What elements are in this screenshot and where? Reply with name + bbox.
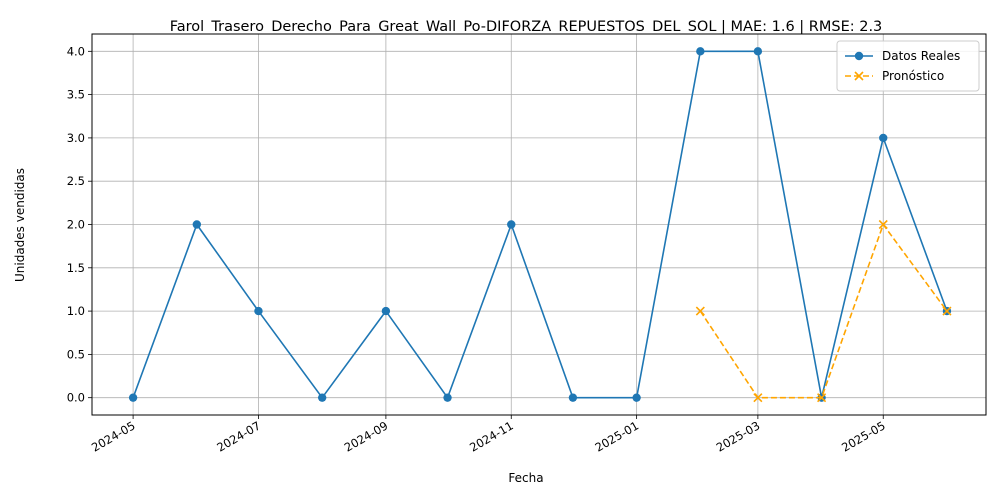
grid: [92, 34, 986, 415]
series-line: [132, 50, 948, 400]
y-tick-label: 2.5: [67, 174, 85, 188]
y-tick-label: 0.5: [67, 347, 85, 361]
legend: Datos Reales Pronóstico: [836, 40, 980, 92]
legend-label: Datos Reales: [882, 49, 960, 63]
data-point: [192, 220, 202, 229]
data-point: [695, 306, 705, 316]
y-axis-label: Unidades vendidas: [13, 168, 27, 282]
data-point: [443, 393, 452, 402]
data-point: [254, 306, 263, 316]
y-tick-label: 3.0: [67, 131, 85, 145]
legend-label: Pronóstico: [882, 69, 944, 83]
data-point: [878, 219, 888, 230]
legend-marker: [854, 51, 864, 61]
data-point: [696, 47, 705, 56]
data-point: [317, 393, 327, 402]
y-tick-label: 1.5: [67, 261, 85, 275]
data-point: [879, 133, 888, 143]
x-axis-label: Fecha: [508, 471, 543, 485]
data-point: [753, 393, 763, 403]
series-layer: [128, 47, 952, 403]
chart-title: Farol_Trasero_Derecho_Para_Great_Wall_Po…: [170, 19, 883, 35]
data-point: [568, 393, 578, 402]
legend-marker: [854, 71, 864, 81]
data-point: [753, 47, 763, 56]
y-axis: 0.0 0.5 1.0 1.5 2.0 2.5 3.0 3.5 4.0: [67, 44, 92, 405]
data-point: [507, 220, 516, 229]
y-tick-label: 1.0: [67, 304, 85, 318]
data-point: [381, 306, 391, 316]
data-point: [128, 393, 138, 402]
y-tick-label: 4.0: [67, 44, 85, 58]
data-point: [632, 393, 641, 402]
series-forecast: [695, 219, 952, 403]
legend-box: [836, 40, 980, 92]
y-tick-label: 2.0: [67, 218, 85, 232]
data-point: [942, 306, 952, 316]
y-tick-label: 0.0: [67, 391, 85, 405]
data-point: [817, 393, 827, 403]
y-tick-label: 3.5: [67, 88, 85, 102]
